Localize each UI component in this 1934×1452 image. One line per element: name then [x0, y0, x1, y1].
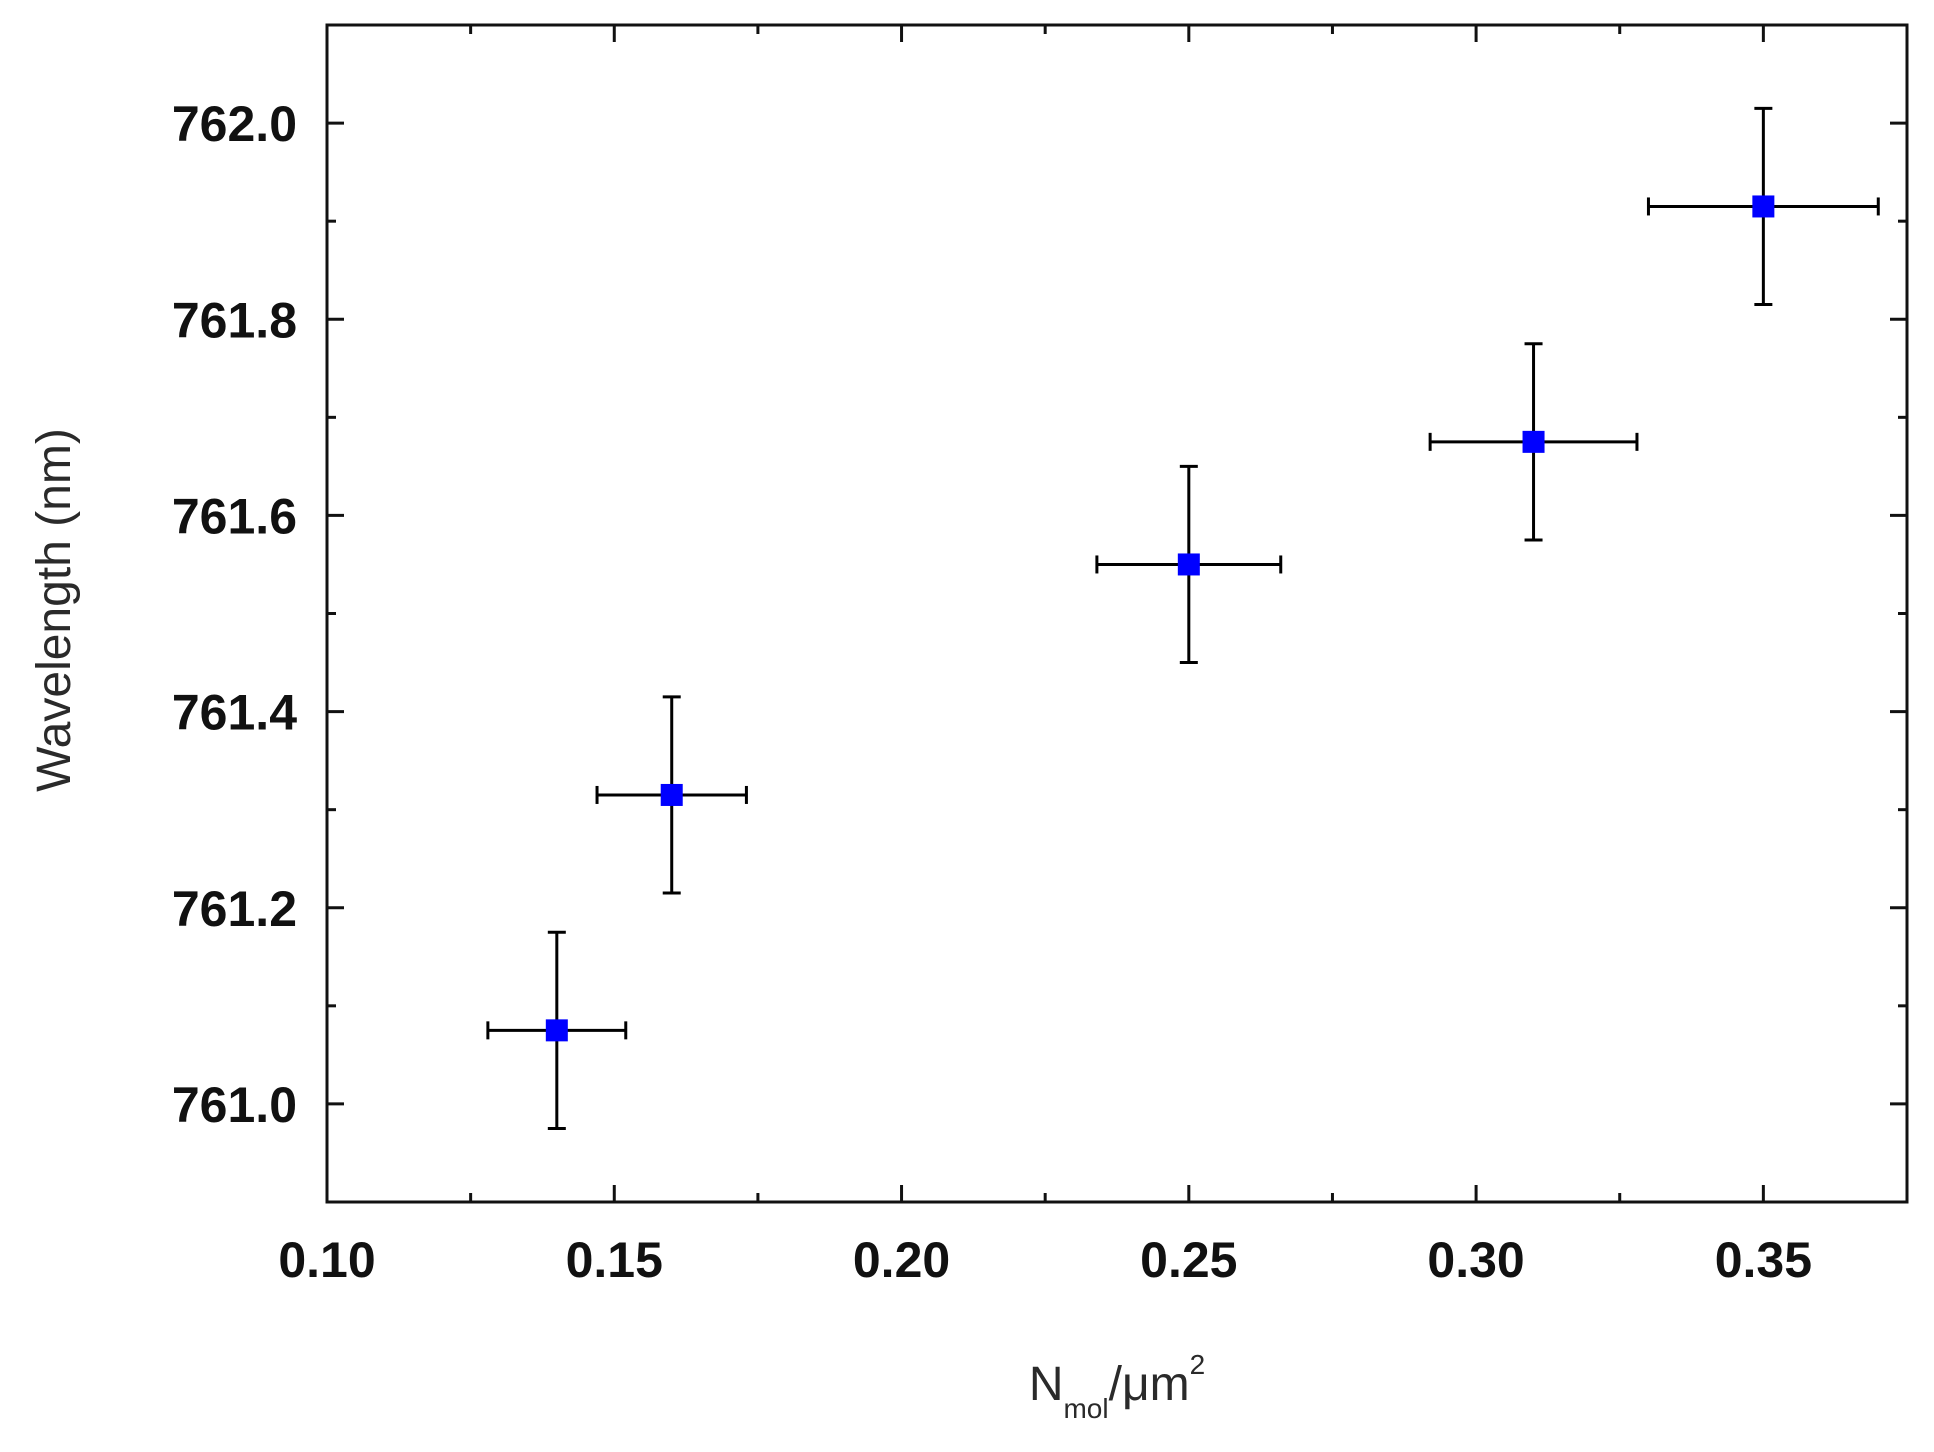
x-tick-label: 0.20: [853, 1232, 950, 1288]
x-tick-label: 0.25: [1140, 1232, 1237, 1288]
data-point-marker: [1522, 430, 1545, 453]
data-point-marker: [1177, 553, 1200, 576]
major-ticks: [325, 25, 1907, 1202]
y-tick-label: 762.0: [172, 96, 297, 152]
y-tick-label: 761.8: [172, 292, 297, 348]
data-point-marker: [660, 783, 683, 806]
x-axis-title-superscript: 2: [1190, 1349, 1206, 1380]
y-tick-labels: 761.0 761.2 761.4 761.6 761.8 762.0: [172, 96, 297, 1133]
x-tick-label: 0.35: [1715, 1232, 1812, 1288]
data-markers: [545, 195, 1775, 1042]
y-tick-label: 761.4: [172, 685, 297, 741]
x-tick-label: 0.30: [1427, 1232, 1524, 1288]
x-tick-labels: 0.10 0.15 0.20 0.25 0.30 0.35: [278, 1232, 1812, 1288]
x-axis-title-subscript: mol: [1063, 1393, 1108, 1424]
x-axis-title-rest: /μm: [1109, 1358, 1190, 1411]
data-point-marker: [1752, 195, 1775, 218]
y-axis-title: Wavelength (nm): [28, 428, 81, 792]
error-bars: [486, 106, 1880, 1130]
y-tick-label: 761.2: [172, 881, 297, 937]
minor-ticks: [327, 25, 1909, 1202]
y-tick-label: 761.6: [172, 488, 297, 544]
x-axis-title-base: N: [1029, 1358, 1064, 1411]
x-tick-label: 0.15: [566, 1232, 663, 1288]
x-tick-label: 0.10: [278, 1232, 375, 1288]
x-axis-title: Nmol/μm2: [1029, 1349, 1205, 1424]
y-tick-label: 761.0: [172, 1077, 297, 1133]
data-point-marker: [545, 1019, 568, 1042]
